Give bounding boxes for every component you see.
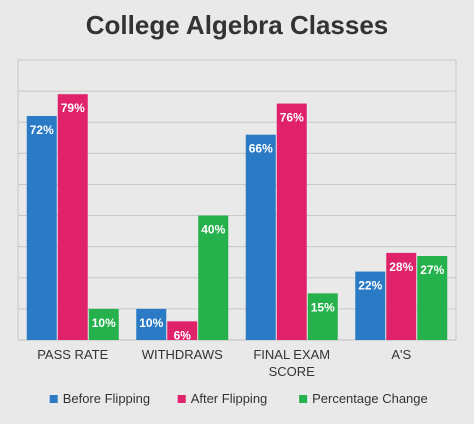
bar [355, 271, 386, 340]
bar [167, 321, 198, 340]
legend-label: Percentage Change [312, 391, 428, 406]
data-label: 66% [249, 142, 273, 156]
bar [276, 103, 307, 340]
data-label: 6% [174, 328, 192, 342]
bar [26, 116, 57, 340]
bar [136, 308, 167, 340]
bar [417, 256, 448, 340]
data-label: 10% [139, 316, 163, 330]
data-label: 40% [201, 223, 225, 237]
legend-label: After Flipping [191, 391, 268, 406]
x-tick-label: A'S [391, 347, 411, 362]
x-tick-label: FINAL EXAM SCORE [253, 347, 330, 379]
legend-label: Before Flipping [63, 391, 150, 406]
data-label: 10% [92, 316, 116, 330]
bar [307, 293, 338, 340]
data-label: 72% [30, 123, 54, 137]
data-label: 15% [311, 300, 335, 314]
data-label: 27% [420, 263, 444, 277]
chart-title: College Algebra Classes [85, 10, 389, 40]
bar [57, 94, 88, 340]
data-label: 79% [61, 101, 85, 115]
bar [88, 308, 119, 340]
legend-swatch [177, 395, 186, 403]
legend-swatch [299, 395, 308, 403]
data-label: 76% [280, 111, 304, 125]
x-tick-label: PASS RATE [37, 347, 108, 362]
data-label: 22% [358, 279, 382, 293]
bar [386, 252, 417, 340]
x-tick-label: WITHDRAWS [142, 347, 223, 362]
bar [198, 215, 229, 340]
bar [245, 134, 276, 340]
data-label: 28% [389, 260, 413, 274]
legend-swatch [49, 395, 58, 403]
